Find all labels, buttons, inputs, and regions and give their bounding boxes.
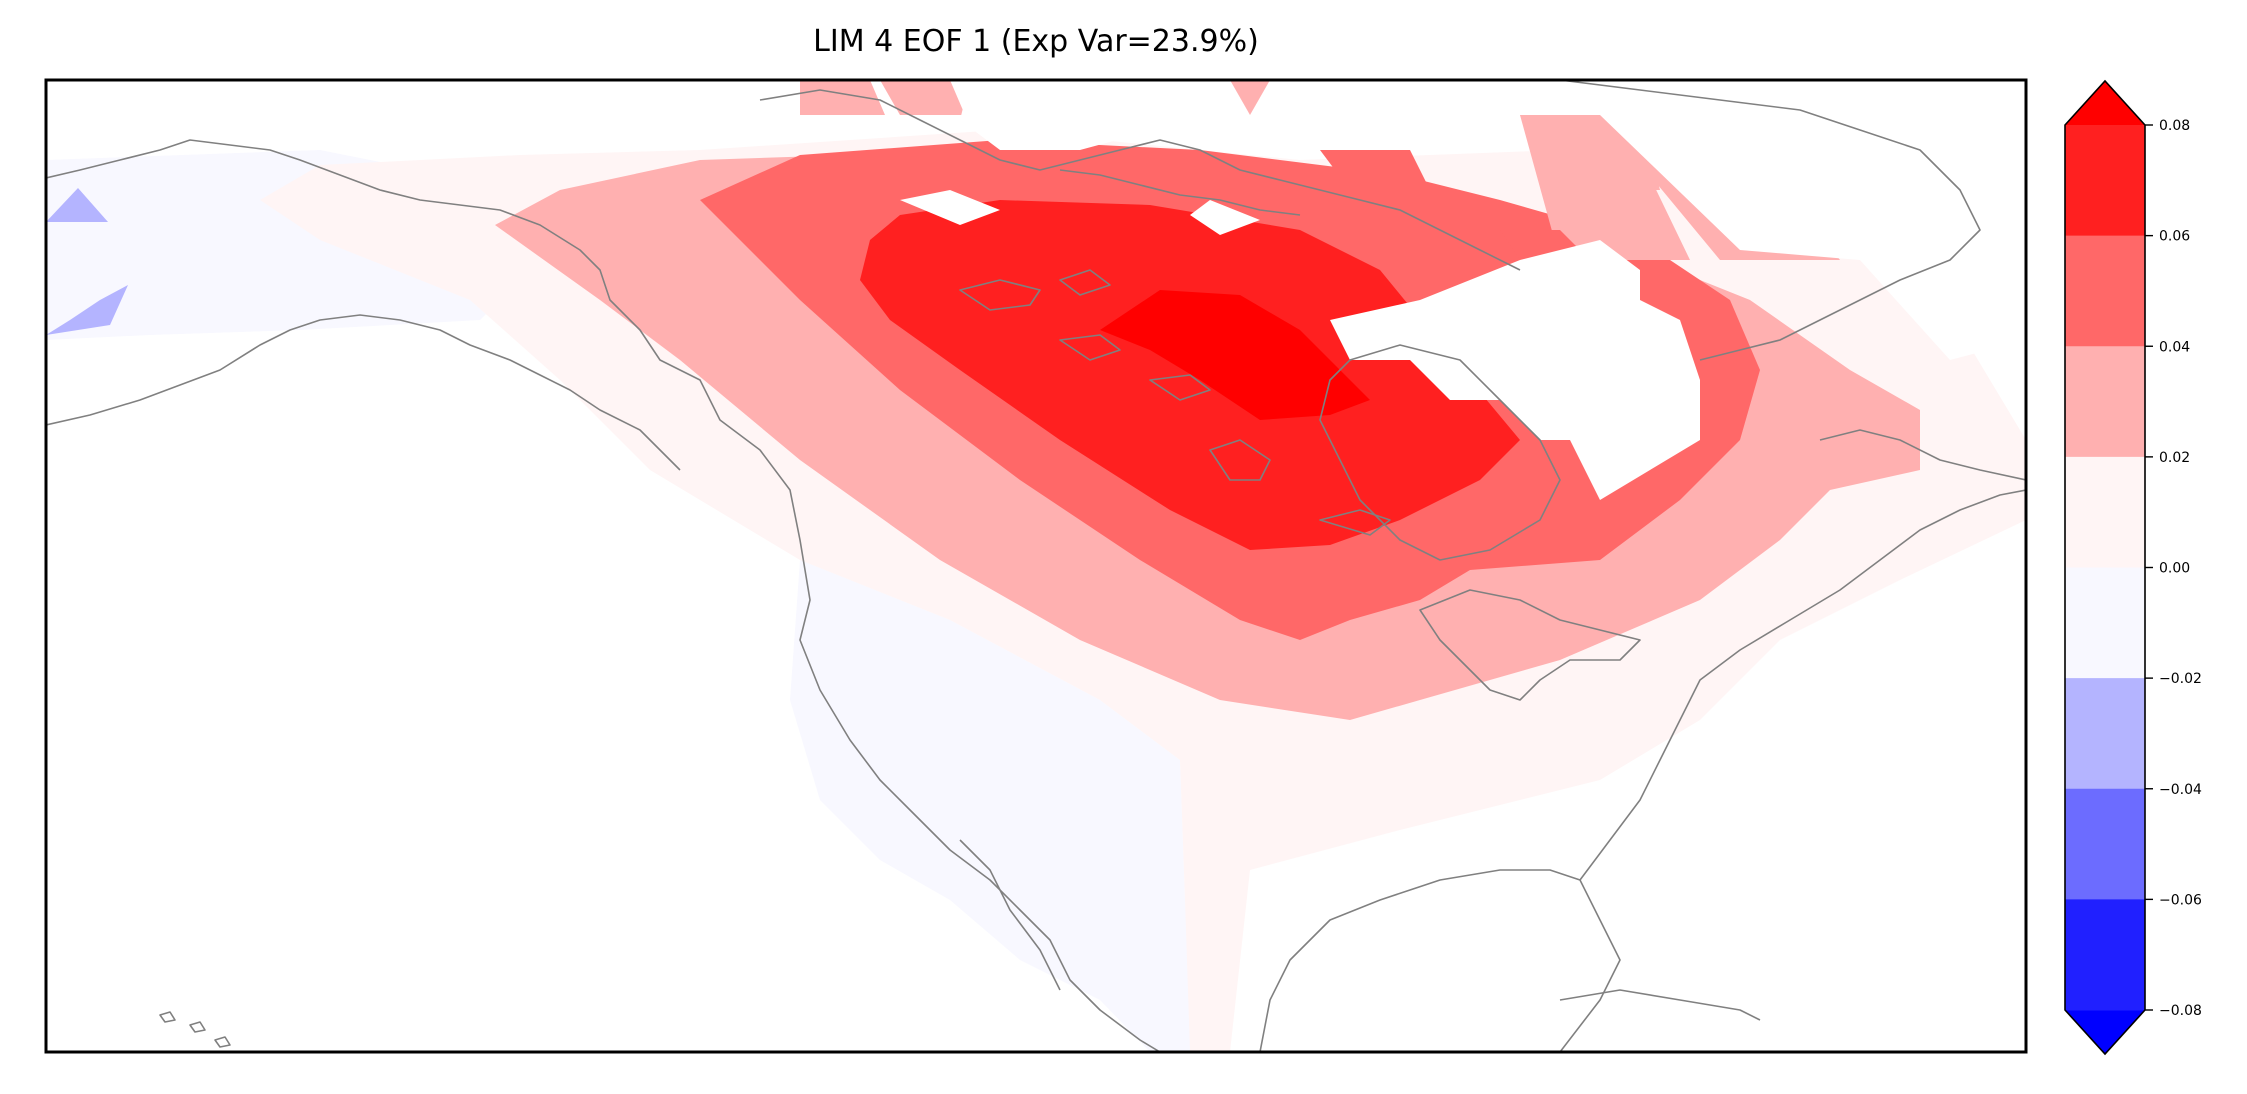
colorbar-extend-under	[2065, 1010, 2145, 1054]
colorbar-bin	[2065, 346, 2145, 458]
colorbar-tick-label: 0.08	[2159, 118, 2190, 134]
colorbar-tick-label: −0.04	[2159, 782, 2202, 798]
coastline-islands-south	[159, 1011, 176, 1023]
colorbar-bin	[2065, 125, 2145, 237]
map-panel	[46, 80, 2026, 1052]
coastline-lakes-2	[1059, 334, 1121, 361]
mask-arctic-5	[1560, 80, 2026, 360]
mask-arctic-6	[900, 190, 1000, 225]
coastline-gulf-mexico	[1259, 869, 1621, 1052]
coastline-hudson-bay	[1319, 344, 1561, 561]
colorbar: 0.08 0.06 0.04 0.02 0.00 −0.02 −0.04 −0.06 −0.08	[2064, 79, 2202, 1056]
colorbar-tick-label: 0.02	[2159, 450, 2190, 466]
colorbar-bin	[2065, 567, 2145, 679]
mask-arctic-2	[960, 80, 1230, 150]
contour-fills	[46, 80, 2026, 1052]
contour-tile-h	[1080, 150, 1200, 190]
coastline-arctic-islands	[759, 89, 1521, 271]
plot-title: LIM 4 EOF 1 (Exp Var=23.9%)	[813, 24, 1259, 59]
map-frame	[44, 78, 2028, 1054]
colorbar-extend-over	[2065, 81, 2145, 125]
contour-tile-g	[1320, 150, 1450, 230]
contour-tile-a	[800, 80, 885, 115]
coastline-lakes-1	[959, 279, 1041, 311]
contour-neg-0.02-west	[790, 560, 1200, 1052]
coastline-arctic-islands-2	[1059, 169, 1301, 216]
coastline-baja	[959, 839, 1061, 991]
colorbar-bin	[2065, 899, 2145, 1011]
colorbar-tick-label: 0.06	[2159, 229, 2190, 245]
mask-arctic-3	[1260, 80, 1520, 150]
coastline-lakes-4	[1319, 509, 1391, 536]
colorbar-tick-label: 0.04	[2159, 339, 2190, 355]
colorbar-tick-label: 0.00	[2159, 561, 2190, 577]
contour-tile-b	[880, 80, 965, 115]
coastline-lakes-3	[1209, 439, 1271, 481]
colorbar-tick-label: −0.02	[2159, 671, 2202, 687]
coastline-great-lakes	[1419, 589, 1641, 701]
coastline-islands-south-3	[214, 1036, 231, 1048]
colorbar-tick-label: −0.08	[2159, 1003, 2202, 1019]
contour-neg-0.04-b	[46, 285, 128, 335]
coastline-newfoundland	[1819, 429, 2026, 481]
coastline-greenland	[1559, 80, 1981, 361]
contour-neg-0.04-a	[46, 188, 108, 222]
coastlines	[46, 80, 2026, 1052]
colorbar-tick-label: −0.06	[2159, 892, 2202, 908]
mask-arctic-1	[46, 80, 800, 160]
mask-arctic-7	[1190, 200, 1260, 235]
mask-greenland	[1330, 240, 1700, 500]
coastline-islands-south-2	[189, 1021, 206, 1033]
colorbar-bin	[2065, 456, 2145, 568]
coastline-lakes-6	[1059, 269, 1111, 296]
coastline-pacific	[46, 139, 1161, 1052]
contour-tile-c	[1230, 80, 1270, 115]
coastline-alaska-south	[46, 314, 681, 471]
coastline-atlantic	[1579, 489, 2026, 881]
coastline-lakes-5	[1149, 374, 1211, 401]
colorbar-bin	[2065, 678, 2145, 790]
coastline-cuba	[1559, 989, 1761, 1021]
contour-over-0.08	[1100, 290, 1370, 420]
colorbar-bin	[2065, 235, 2145, 347]
colorbar-bin	[2065, 788, 2145, 900]
